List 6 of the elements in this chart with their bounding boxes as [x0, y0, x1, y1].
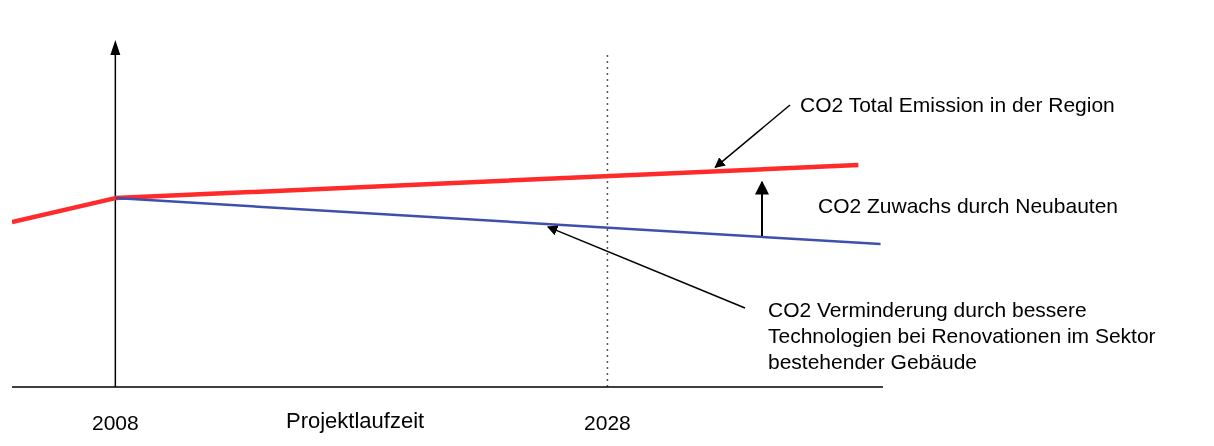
annotation: CO2 Total Emission in der Region: [800, 92, 1116, 118]
annotation: CO2 Verminderung durch bessere Technologien bei Renovationen im Sektor bestehender Gebäude: [768, 297, 1157, 375]
x-tick-label: 2008: [91, 410, 139, 434]
x-tick-label: 2028: [584, 410, 631, 434]
annotation: CO2 Zuwachs durch Neubauten: [818, 193, 1119, 219]
x-axis-title: Projektlaufzeit: [286, 408, 425, 434]
